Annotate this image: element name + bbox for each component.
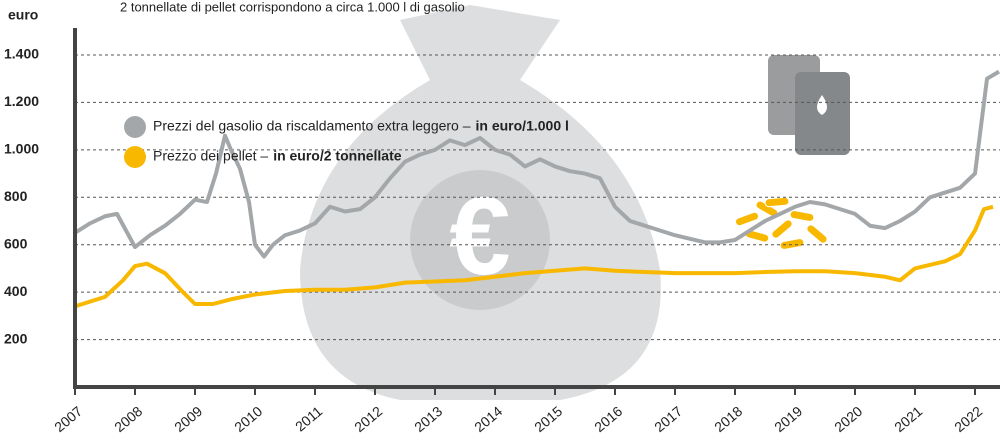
y-tick-label: 200 xyxy=(4,330,28,346)
money-bag-illustration: € xyxy=(300,5,661,400)
subtitle: 2 tonnellate di pellet corrispondono a c… xyxy=(120,0,465,14)
x-tick-label: 2019 xyxy=(771,403,805,435)
x-tick-label: 2016 xyxy=(591,403,625,435)
y-tick-label: 800 xyxy=(4,188,28,204)
x-tick-label: 2009 xyxy=(171,403,205,435)
y-tick-label: 1.400 xyxy=(4,46,39,62)
legend-unit: in euro/2 tonnellate xyxy=(273,148,402,164)
pellets-illustration xyxy=(734,197,828,250)
x-tick-label: 2018 xyxy=(711,403,745,435)
x-tick-label: 2020 xyxy=(831,403,865,435)
legend-marker xyxy=(124,116,146,138)
x-tick-label: 2008 xyxy=(111,403,145,435)
y-tick-label: 1.200 xyxy=(4,93,39,109)
x-tick-label: 2022 xyxy=(951,403,985,435)
x-tick-label: 2013 xyxy=(411,403,445,435)
y-axis-label: euro xyxy=(8,7,38,23)
legend-unit: in euro/1.000 l xyxy=(476,118,569,134)
legend-marker xyxy=(124,146,146,168)
x-tick-label: 2017 xyxy=(651,403,685,435)
legend-label: Prezzi del gasolio da riscaldamento extr… xyxy=(153,118,471,134)
y-tick-label: 1.000 xyxy=(4,141,39,157)
x-tick-label: 2015 xyxy=(531,403,565,435)
y-tick-label: 400 xyxy=(4,283,28,299)
chart: € 2 tonnellate di pellet corrispondono a… xyxy=(0,0,1000,446)
legend-label: Prezzo dei pellet – xyxy=(153,148,268,164)
y-tick-label: 600 xyxy=(4,235,28,251)
x-tick-label: 2010 xyxy=(231,403,265,435)
x-tick-label: 2014 xyxy=(471,403,505,435)
x-tick-label: 2007 xyxy=(51,403,85,435)
x-tick-label: 2021 xyxy=(891,403,925,435)
x-tick-label: 2012 xyxy=(351,403,385,435)
barrels-illustration xyxy=(768,55,850,155)
x-tick-label: 2011 xyxy=(292,403,326,435)
